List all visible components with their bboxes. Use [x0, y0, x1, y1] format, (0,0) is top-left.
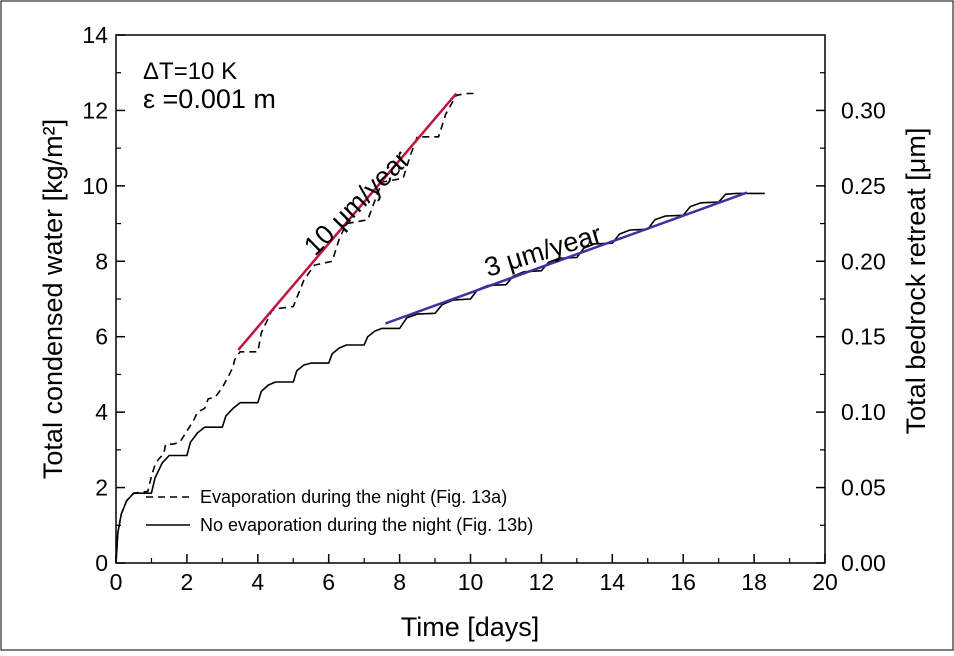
x-tick-label: 18	[741, 569, 767, 595]
x-tick-label: 6	[322, 569, 335, 595]
x-tick-label: 10	[458, 569, 484, 595]
y-tick-label: 4	[95, 399, 108, 425]
series-layer	[115, 92, 765, 564]
x-tick-label: 20	[812, 569, 838, 595]
y-axis-title: Total condensed water [kg/m²]	[38, 119, 68, 479]
y-tick-label: 12	[82, 97, 108, 123]
y2-axis-title: Total bedrock retreat [μm]	[901, 128, 931, 435]
epsilon-annotation: ε =0.001 m	[143, 84, 276, 114]
x-tick-label: 2	[181, 569, 194, 595]
x-tick-label: 4	[251, 569, 264, 595]
y-tick-label: 14	[82, 22, 108, 48]
y2-tick-label: 0.20	[841, 248, 886, 274]
trend-fast-line	[237, 92, 458, 351]
y2-tick-label: 0.00	[841, 550, 886, 576]
rate-slow-annotation: 3 μm/year	[481, 219, 605, 283]
ticks-layer: 0 2 4 6 8 10 12 14 16 18 20 0 2 4 6 8 10 12 14 0.00 0.05 0.10…	[82, 22, 885, 595]
x-tick-label: 8	[393, 569, 406, 595]
y2-tick-label: 0.15	[841, 324, 886, 350]
y2-tick-label: 0.30	[841, 97, 886, 123]
y2-tick-label: 0.10	[841, 399, 886, 425]
x-tick-label: 14	[600, 569, 626, 595]
legend-label-evaporation: Evaporation during the night (Fig. 13a)	[200, 487, 507, 507]
x-axis-title: Time [days]	[401, 612, 540, 642]
y-tick-label: 6	[95, 324, 108, 350]
rate-fast-annotation: 10 μm/year	[298, 144, 415, 261]
x-tick-label: 12	[529, 569, 555, 595]
y-tick-label: 8	[95, 248, 108, 274]
y2-tick-label: 0.25	[841, 173, 886, 199]
x-tick-label: 16	[670, 569, 696, 595]
series-no-evaporation-line	[115, 192, 765, 564]
trend-slow-line	[384, 191, 748, 325]
series-evaporation-line	[115, 92, 474, 564]
legend-label-no-evaporation: No evaporation during the night (Fig. 13…	[200, 515, 533, 535]
y-tick-label: 2	[95, 475, 108, 501]
y-tick-label: 10	[82, 173, 108, 199]
x-tick-label: 0	[110, 569, 123, 595]
legend: Evaporation during the night (Fig. 13a) …	[146, 487, 533, 535]
y-tick-label: 0	[95, 550, 108, 576]
y2-tick-label: 0.05	[841, 475, 886, 501]
delta-t-annotation: ΔT=10 K	[143, 58, 237, 85]
